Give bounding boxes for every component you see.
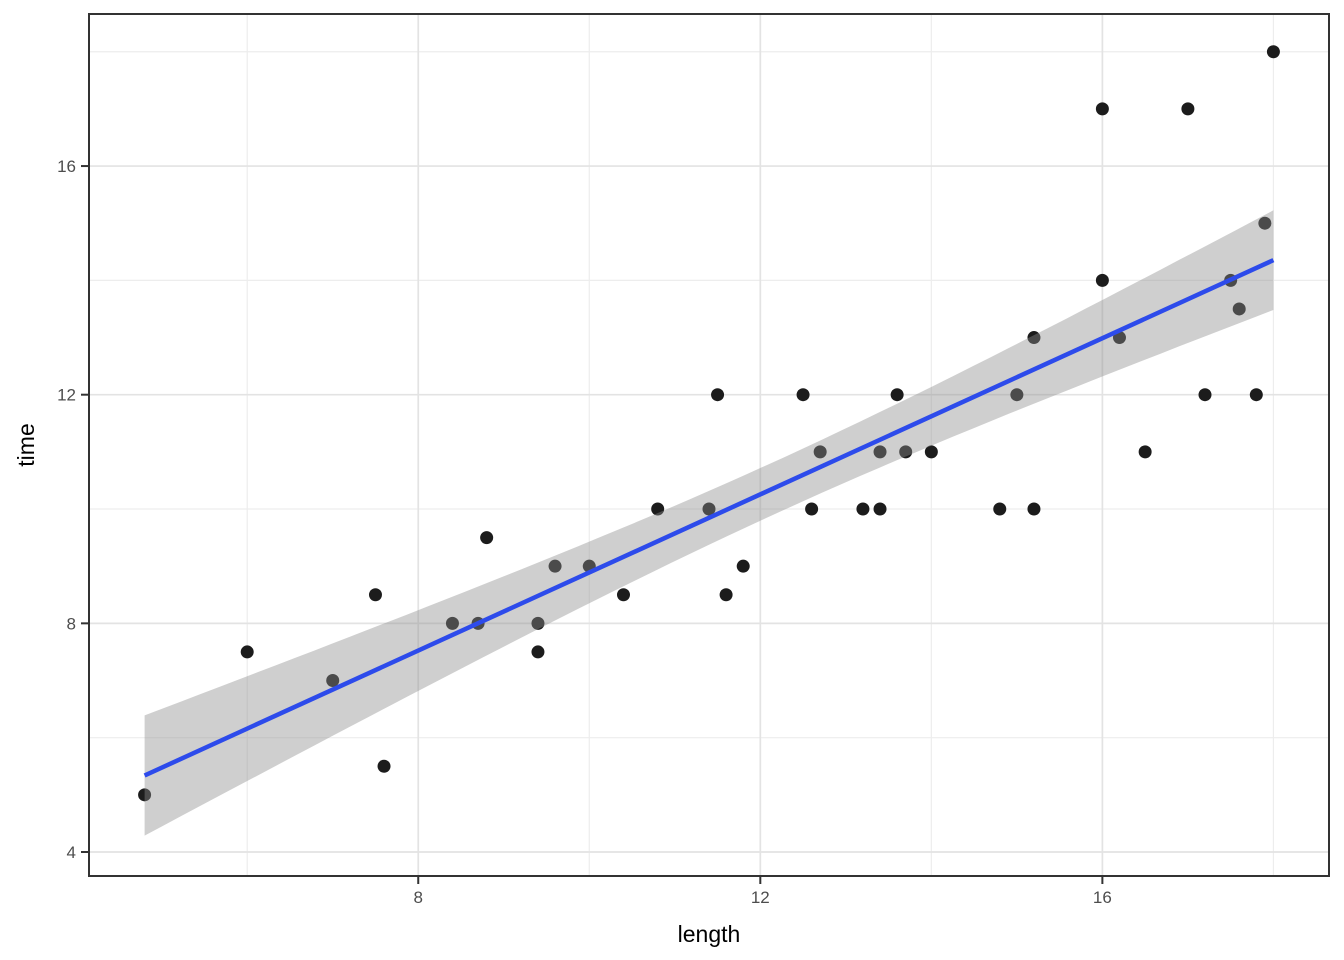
- axis-ticks: [81, 165, 1104, 884]
- data-point: [368, 588, 382, 602]
- data-point: [1095, 273, 1109, 287]
- data-point: [531, 645, 545, 659]
- data-point: [616, 588, 630, 602]
- data-point: [480, 531, 494, 545]
- data-point: [1010, 388, 1024, 402]
- panel-border-rect: [88, 13, 1330, 877]
- data-point: [651, 502, 665, 516]
- x-tick-label: 12: [751, 888, 770, 907]
- data-point: [1258, 216, 1272, 230]
- data-point: [1027, 502, 1041, 516]
- data-point: [1198, 388, 1212, 402]
- axis-tick-labels: 8 12 16 4 8 12 16: [57, 157, 1112, 907]
- data-point: [548, 559, 562, 573]
- data-point: [1027, 331, 1041, 345]
- y-tick-label: 8: [67, 614, 76, 633]
- data-point: [326, 674, 340, 688]
- data-point: [531, 616, 545, 630]
- data-point: [796, 388, 810, 402]
- data-point: [377, 759, 391, 773]
- x-tick-label: 16: [1093, 888, 1112, 907]
- data-point: [1138, 445, 1152, 459]
- x-tick-label: 8: [414, 888, 423, 907]
- confidence-band-polygon: [144, 210, 1274, 836]
- y-tick-label: 16: [57, 157, 76, 176]
- data-point: [805, 502, 819, 516]
- data-point: [711, 388, 725, 402]
- data-point: [993, 502, 1007, 516]
- data-point: [873, 445, 887, 459]
- major-gridlines: [89, 14, 1329, 876]
- data-point: [445, 616, 459, 630]
- data-point: [873, 502, 887, 516]
- x-axis-title: length: [678, 921, 741, 947]
- data-point: [1266, 45, 1280, 59]
- regression-line-segment: [143, 258, 1275, 778]
- regression-line: [143, 258, 1275, 778]
- panel-border: [88, 13, 1330, 877]
- data-point: [736, 559, 750, 573]
- data-point: [240, 645, 254, 659]
- data-point: [1095, 102, 1109, 116]
- data-point: [702, 502, 716, 516]
- data-point: [924, 445, 938, 459]
- data-point: [1181, 102, 1195, 116]
- y-axis-title: time: [13, 423, 39, 466]
- data-point: [899, 445, 913, 459]
- y-tick-label: 4: [67, 843, 76, 862]
- data-point: [856, 502, 870, 516]
- data-point: [1249, 388, 1263, 402]
- data-point: [138, 788, 152, 802]
- scatter-points: [138, 45, 1280, 802]
- confidence-band: [144, 210, 1274, 836]
- y-tick-label: 12: [57, 386, 76, 405]
- data-point: [719, 588, 733, 602]
- data-point: [1232, 302, 1246, 316]
- data-point: [890, 388, 904, 402]
- data-point: [813, 445, 827, 459]
